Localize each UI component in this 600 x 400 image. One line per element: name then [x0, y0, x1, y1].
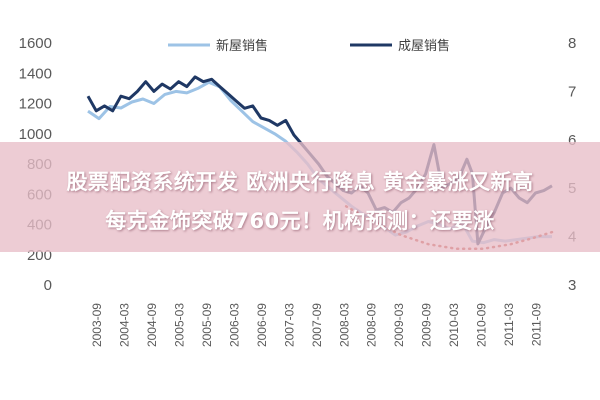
- legend-label-new-home-sales: 新屋销售: [216, 38, 268, 53]
- x-axis-tick-label: 2005-09: [200, 303, 214, 347]
- left-axis-tick-label: 0: [44, 277, 52, 294]
- right-axis-tick-label: 3: [568, 277, 576, 294]
- right-axis-tick-label: 6: [568, 132, 576, 149]
- headline-line-1: 股票配资系统开发 欧洲央行降息 黄金暴涨又新高: [66, 170, 534, 194]
- x-axis-tick-label: 2011-03: [502, 303, 516, 346]
- x-axis-tick-label: 2004-03: [118, 303, 132, 347]
- x-axis-tick-label: 2009-09: [420, 303, 434, 347]
- x-axis-tick-label: 2008-03: [337, 303, 351, 347]
- x-axis-tick-label: 2010-03: [447, 303, 461, 347]
- left-axis-tick-label: 1200: [19, 96, 52, 113]
- left-axis-tick-label: 1600: [19, 35, 52, 52]
- right-axis-tick-label: 8: [568, 35, 576, 52]
- headline-line-2: 每克金饰突破760元！机构预测：还要涨: [105, 209, 495, 233]
- chart-legend: 新屋销售 成屋销售: [168, 38, 450, 53]
- right-axis-tick-label: 7: [568, 83, 576, 100]
- x-axis-tick-label: 2008-09: [365, 303, 379, 347]
- left-axis-tick-label: 1400: [19, 65, 52, 82]
- legend-label-existing-home-sales: 成屋销售: [398, 38, 450, 53]
- x-axis-tick-label: 2006-09: [255, 303, 269, 347]
- x-axis-tick-label: 2005-03: [173, 303, 187, 347]
- headline-overlay-band: [0, 142, 600, 252]
- x-axis-tick-label: 2007-03: [282, 303, 296, 347]
- x-axis-tick-label: 2003-09: [90, 303, 104, 347]
- x-axis-tick-label: 2004-09: [145, 303, 159, 347]
- x-axis-tick-label: 2011-09: [529, 303, 543, 346]
- left-axis-tick-label: 1000: [19, 126, 52, 143]
- x-axis-tick-label: 2009-03: [392, 303, 406, 347]
- x-axis-tick-label: 2010-09: [475, 303, 489, 347]
- x-axis-tick-label: 2006-03: [227, 303, 241, 347]
- x-axis-tick-label: 2007-09: [310, 303, 324, 347]
